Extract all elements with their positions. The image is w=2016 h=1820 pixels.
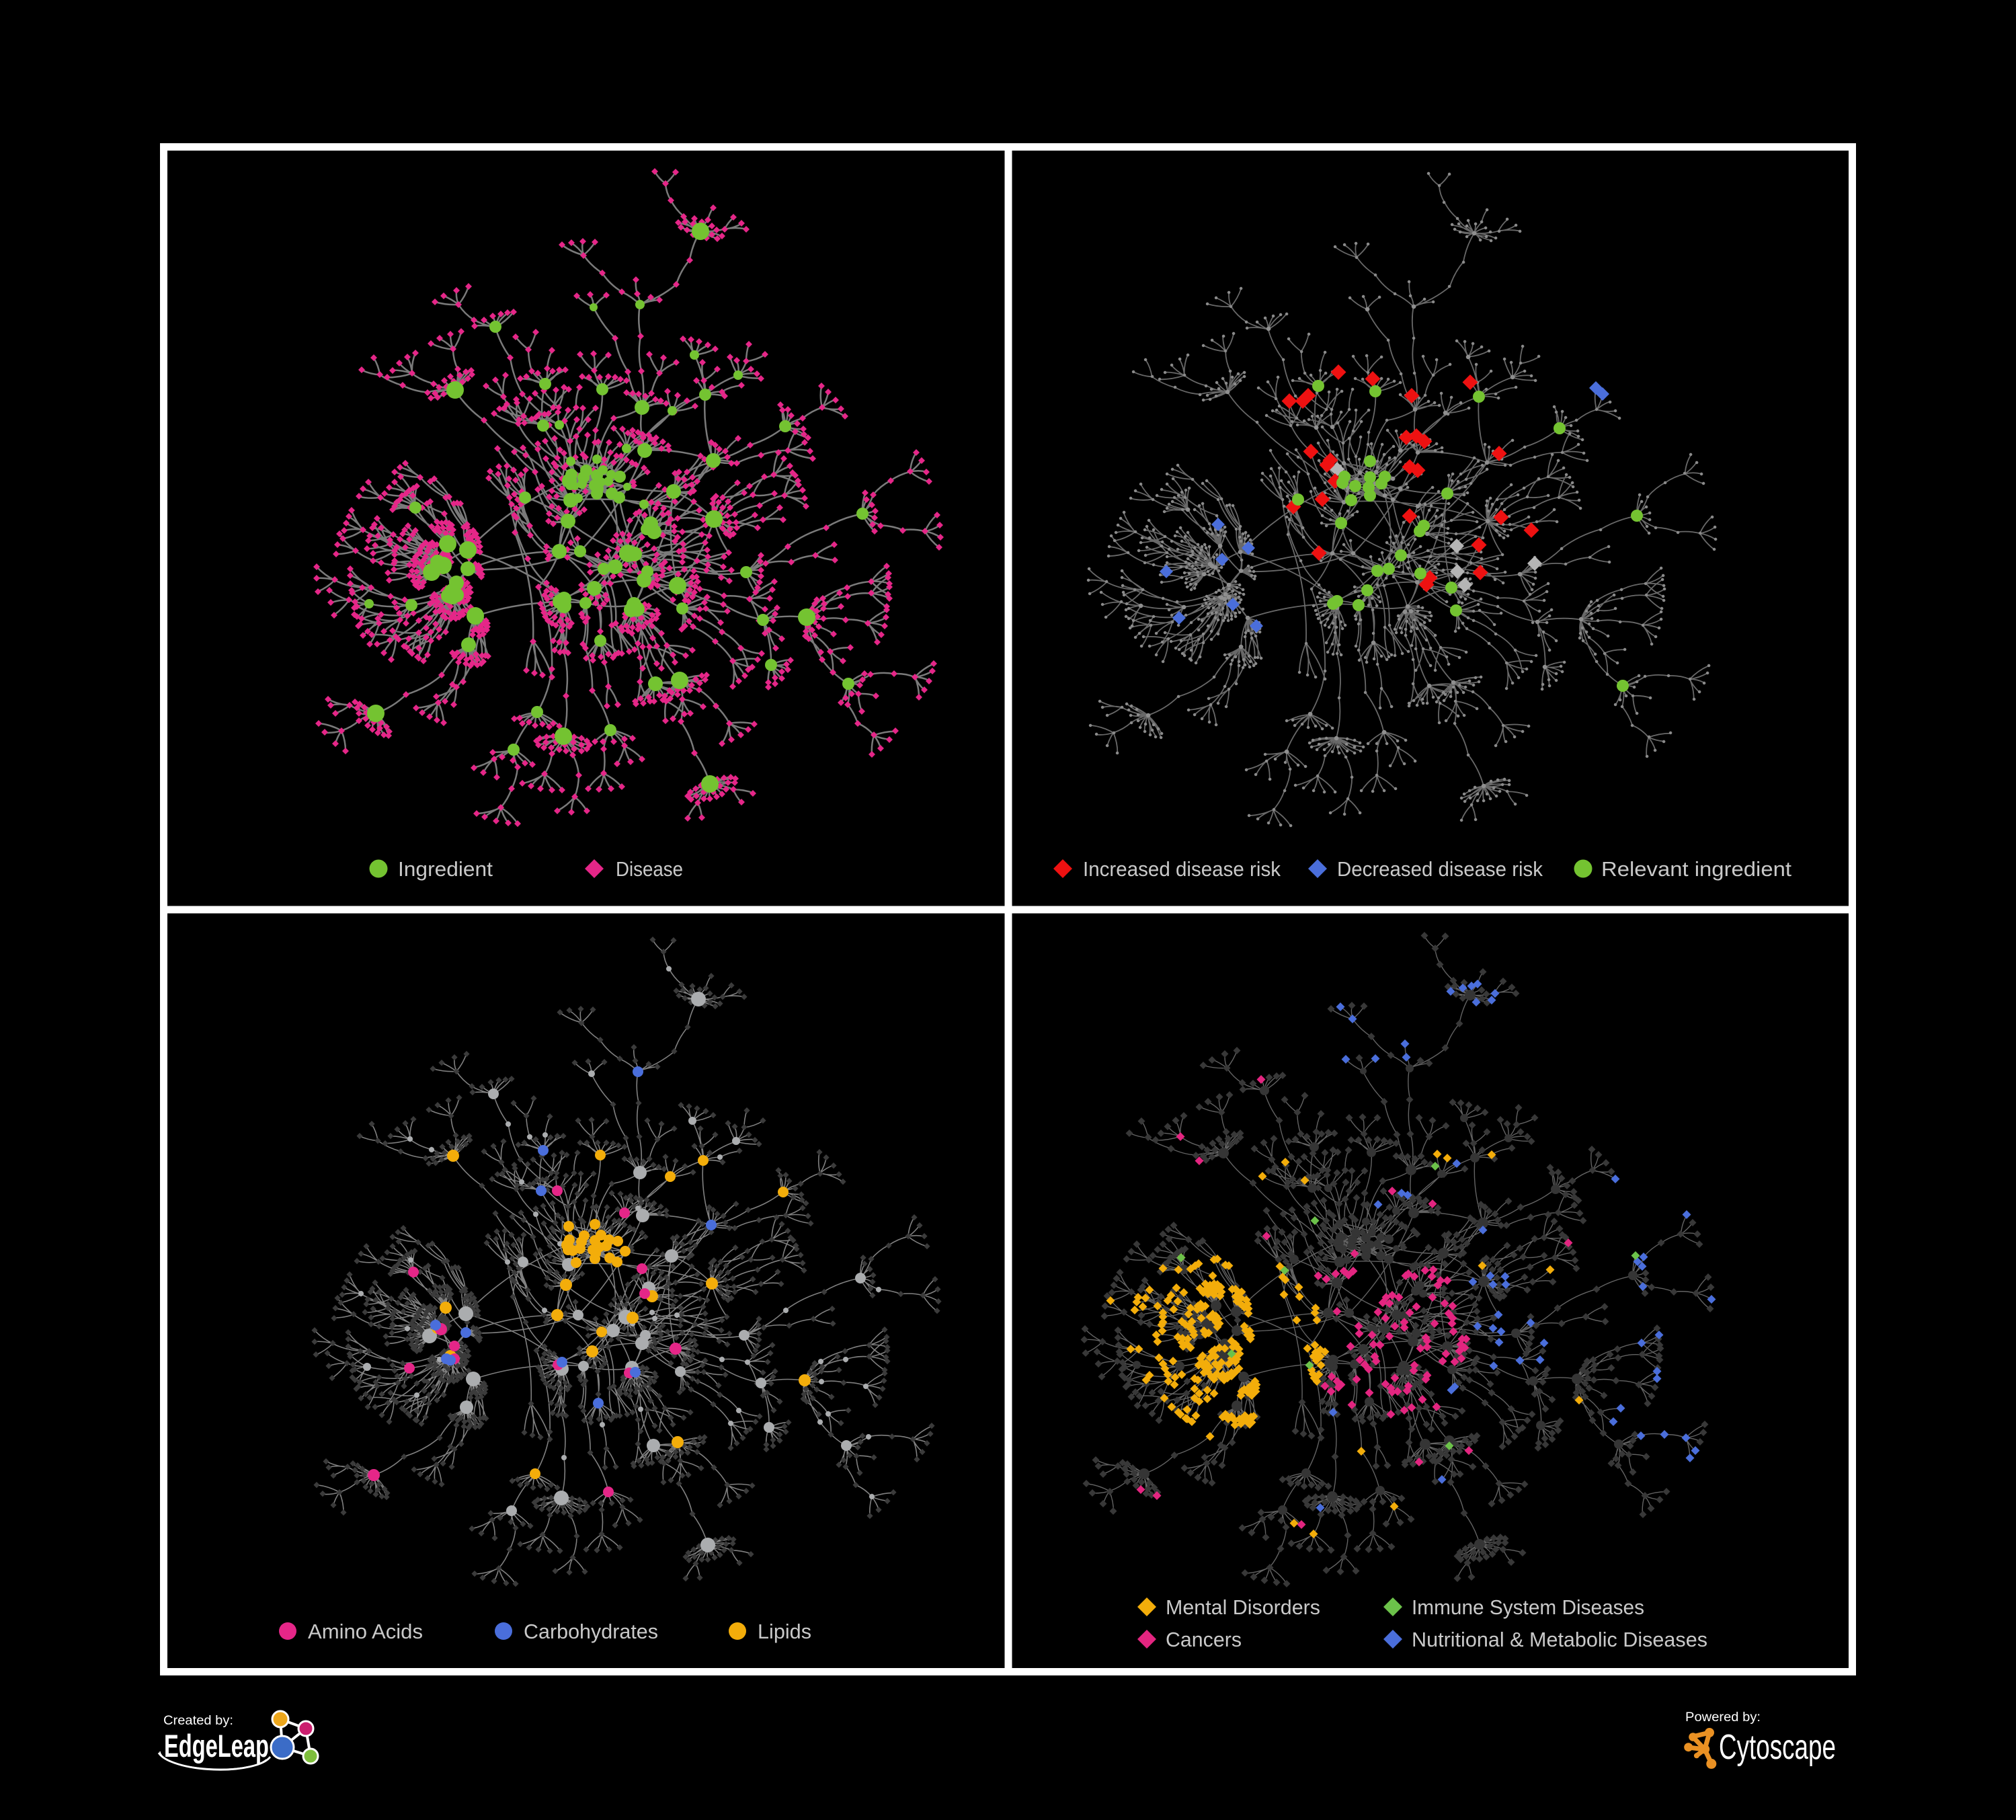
svg-text:EdgeLeap: EdgeLeap (164, 1728, 269, 1764)
svg-text:Created by:: Created by: (163, 1714, 233, 1728)
svg-text:Lipids: Lipids (758, 1620, 811, 1643)
svg-text:Cytoscape: Cytoscape (1719, 1728, 1836, 1767)
svg-text:Amino Acids: Amino Acids (308, 1620, 423, 1643)
svg-text:Ingredient: Ingredient (398, 857, 493, 881)
svg-text:Decreased disease risk: Decreased disease risk (1337, 857, 1543, 881)
svg-text:Mental Disorders: Mental Disorders (1166, 1595, 1320, 1619)
svg-text:Relevant ingredient: Relevant ingredient (1601, 857, 1791, 881)
svg-text:Immune System Diseases: Immune System Diseases (1412, 1595, 1644, 1619)
svg-text:Carbohydrates: Carbohydrates (524, 1620, 658, 1643)
svg-text:Cancers: Cancers (1166, 1628, 1242, 1651)
svg-text:Powered by:: Powered by: (1685, 1710, 1761, 1725)
svg-text:Nutritional & Metabolic Diseas: Nutritional & Metabolic Diseases (1412, 1628, 1707, 1651)
svg-text:Increased disease risk: Increased disease risk (1083, 857, 1281, 881)
svg-text:Disease: Disease (616, 857, 683, 881)
